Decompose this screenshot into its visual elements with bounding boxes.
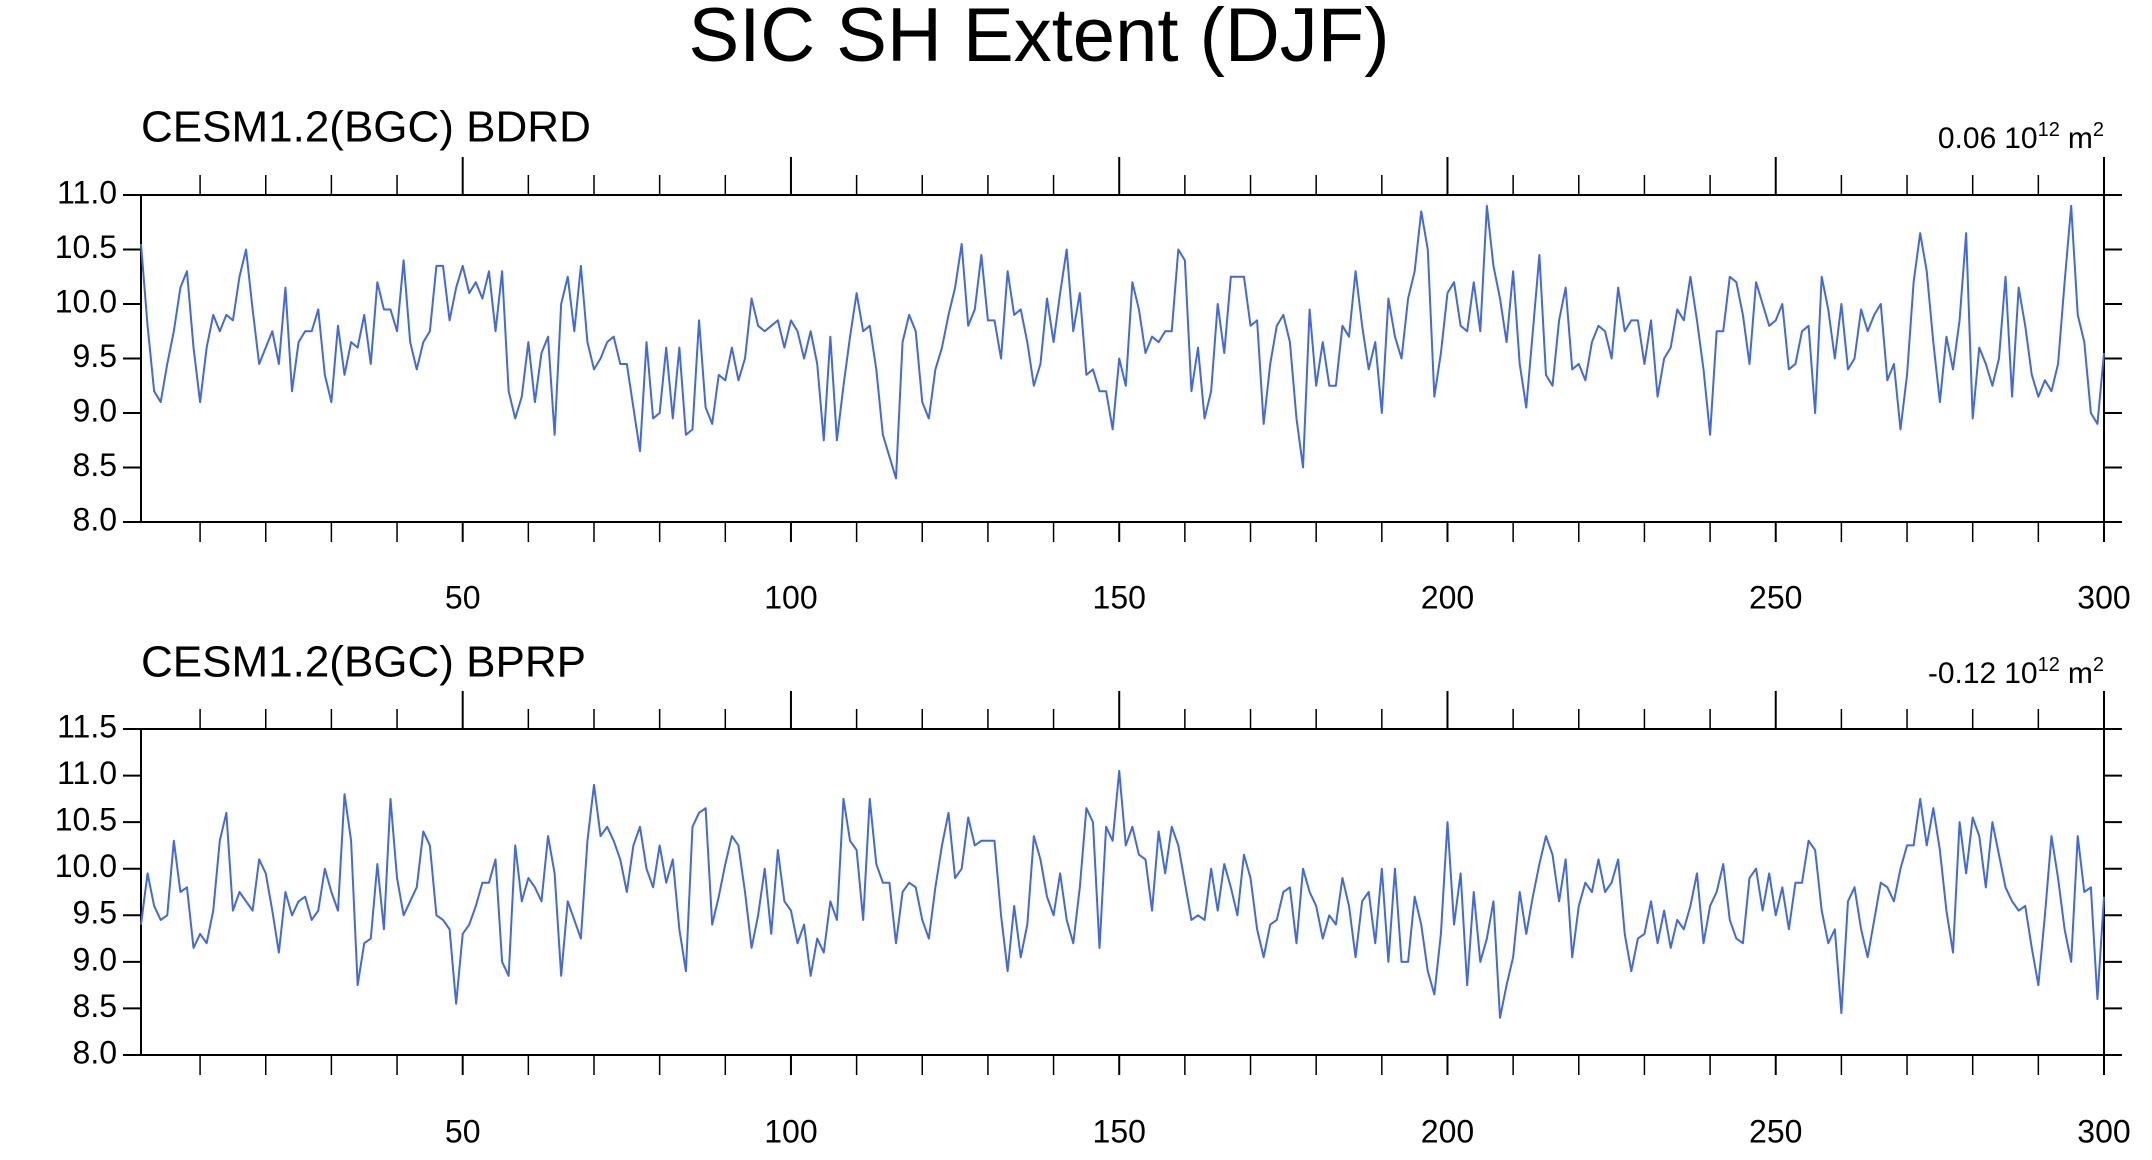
trend-exponent: 12 (2038, 654, 2060, 676)
panel-title: CESM1.2(BGC) BDRD (141, 103, 591, 152)
y-tick-label: 10.5 (55, 802, 117, 838)
trend-unit-exponent: 2 (2093, 654, 2104, 676)
trend-unit: m (2068, 657, 2093, 690)
x-tick-label: 200 (1421, 579, 1474, 615)
x-tick-label: 100 (764, 579, 817, 615)
x-tick-label: 50 (445, 579, 481, 615)
plot-frame (140, 194, 2105, 523)
x-tick-label: 150 (1093, 1113, 1146, 1149)
trend-unit-exponent: 2 (2093, 119, 2104, 141)
trend-exponent: 12 (2038, 119, 2060, 141)
trend-base: 10 (2004, 657, 2037, 690)
trend-base: 10 (2004, 122, 2037, 155)
x-tick-label: 150 (1093, 579, 1146, 615)
x-tick-label: 300 (2077, 579, 2130, 615)
trend-annotation: -0.12 1012 m2 (1928, 654, 2104, 690)
plot-frame (140, 728, 2105, 1056)
y-tick-label: 11.0 (57, 174, 117, 210)
y-tick-label: 10.0 (55, 283, 117, 319)
x-tick-label: 300 (2077, 1113, 2130, 1149)
y-tick-label: 9.5 (73, 338, 117, 374)
trend-value: -0.12 (1928, 657, 1996, 690)
y-tick-label: 8.5 (73, 447, 117, 483)
panel-title: CESM1.2(BGC) BPRP (141, 638, 586, 687)
trend-unit: m (2068, 122, 2093, 155)
x-tick-label: 50 (445, 1113, 481, 1149)
y-tick-label: 11.5 (57, 708, 117, 744)
y-tick-label: 10.5 (55, 229, 117, 265)
y-tick-label: 11.0 (57, 755, 117, 791)
x-tick-label: 100 (764, 1113, 817, 1149)
trend-value: 0.06 (1938, 122, 1996, 155)
y-tick-label: 8.0 (73, 1034, 117, 1070)
y-tick-label: 10.0 (55, 848, 117, 884)
x-tick-label: 250 (1749, 579, 1802, 615)
y-tick-label: 9.0 (73, 392, 117, 428)
data-line (140, 769, 2105, 1019)
y-tick-label: 9.0 (73, 941, 117, 977)
data-line (140, 204, 2105, 480)
y-tick-label: 8.0 (73, 501, 117, 537)
chart-title: SIC SH Extent (DJF) (689, 0, 1390, 78)
trend-annotation: 0.06 1012 m2 (1938, 119, 2104, 155)
y-tick-label: 8.5 (73, 988, 117, 1024)
x-tick-label: 200 (1421, 1113, 1474, 1149)
y-tick-label: 9.5 (73, 895, 117, 931)
x-tick-label: 250 (1749, 1113, 1802, 1149)
